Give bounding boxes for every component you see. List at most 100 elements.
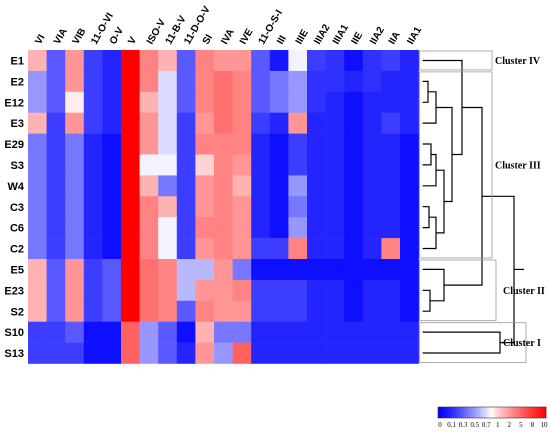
dendrogram-link (422, 153, 437, 187)
cell-s2-iiie (288, 300, 308, 322)
row-label-s13: S13 (4, 348, 24, 360)
cell-s2-11-o-s-i (251, 300, 271, 322)
cell-e29-iva (214, 133, 233, 155)
cell-e5-iia2 (362, 259, 382, 281)
cell-e29-iiia2 (307, 133, 326, 155)
cell-s2-iva (214, 300, 233, 322)
cell-s2-iie (344, 300, 364, 322)
cell-s2-iso-v (139, 300, 159, 322)
cell-e23-ive (232, 279, 252, 302)
cell-e2-iiie (288, 70, 308, 93)
cell-e12-o-v (102, 91, 122, 113)
cell-e3-o-v (102, 112, 122, 134)
cell-s2-o-v (102, 300, 122, 322)
column-label-iia1: IIA1 (405, 25, 424, 47)
cell-e12-11-b-v (158, 91, 178, 113)
cell-s10-iiie (288, 321, 308, 343)
cell-e5-iia (381, 259, 401, 281)
cell-e12-11-d-o-v (176, 91, 196, 113)
cell-s10-iia1 (400, 321, 419, 343)
cell-s10-iii (269, 321, 289, 343)
cell-e29-11-d-o-v (176, 133, 196, 155)
cell-c3-iiie (288, 196, 308, 218)
cell-s13-via (46, 342, 66, 364)
color-scale-swatch (506, 407, 509, 418)
cell-e1-11-o-s-i (251, 50, 271, 72)
cell-e1-si (195, 50, 215, 72)
cell-e2-11-o-vi (83, 70, 103, 93)
cell-c6-11-o-s-i (251, 217, 271, 239)
color-scale-swatch (534, 407, 537, 418)
color-scale-tick-label: 2 (508, 421, 512, 429)
cell-c2-iva (214, 238, 233, 260)
cell-e3-iiie (288, 112, 308, 134)
cell-e29-vib (65, 133, 85, 155)
cell-s10-iva (214, 321, 233, 343)
cell-e3-iva (214, 112, 233, 134)
cell-e12-vi (28, 91, 47, 113)
color-scale-swatch (514, 407, 517, 418)
cell-c3-iie (344, 196, 364, 218)
color-scale-swatch (484, 407, 487, 418)
dendrogram-link (422, 91, 437, 124)
cell-s13-iva (214, 342, 233, 364)
cell-c3-iia2 (362, 196, 382, 218)
cell-w4-iia2 (362, 175, 382, 197)
cell-c6-v (121, 217, 140, 239)
cell-e29-iie (344, 133, 364, 155)
cell-e5-iii (269, 259, 289, 281)
cell-c3-11-o-vi (83, 196, 103, 218)
cell-s10-iia2 (362, 321, 382, 343)
color-scale-swatch (498, 407, 501, 418)
cell-e12-iva (214, 91, 233, 113)
row-label-e29: E29 (4, 139, 24, 151)
cell-e12-iie (344, 91, 364, 113)
cell-c3-v (121, 196, 140, 218)
cell-c3-11-o-s-i (251, 196, 271, 218)
color-scale-swatch (472, 407, 475, 418)
cell-e5-iso-v (139, 259, 159, 281)
color-scale-tick-label: 0 (438, 421, 442, 429)
cell-c3-iso-v (139, 196, 159, 218)
column-label-si: SI (201, 33, 215, 47)
cell-e1-iso-v (139, 50, 159, 72)
cell-e2-si (195, 70, 215, 93)
cell-e3-iso-v (139, 112, 159, 134)
column-label-vi: VI (33, 33, 47, 47)
cell-w4-vi (28, 175, 47, 197)
color-scale-swatch (458, 407, 461, 418)
cell-e5-iiie (288, 259, 308, 281)
cell-e12-via (46, 91, 66, 113)
cell-e29-v (121, 133, 140, 155)
cell-w4-o-v (102, 175, 122, 197)
column-label-vib: VIB (71, 27, 89, 47)
cell-e1-iia1 (400, 50, 419, 72)
color-scale-swatch (542, 407, 545, 418)
cell-s3-iie (344, 154, 364, 176)
color-scale-swatch (502, 407, 505, 418)
color-scale-tick-label: 8 (531, 421, 535, 429)
cell-e3-iia (381, 112, 401, 134)
cell-e23-iiie (288, 279, 308, 302)
color-scale-legend: 0 0.1 0.3 0.5 0.7 1 2 5 8 10 (437, 406, 548, 429)
heatmap-cells (28, 50, 419, 364)
cell-e12-11-o-vi (83, 91, 103, 113)
cell-c2-iiia2 (307, 238, 326, 260)
cell-s13-11-d-o-v (176, 342, 196, 364)
cell-e2-vi (28, 70, 47, 93)
cell-e1-iie (344, 50, 364, 72)
cell-c6-11-b-v (158, 217, 178, 239)
column-label-iia2: IIA2 (368, 25, 387, 47)
cell-e2-o-v (102, 70, 122, 93)
cell-e5-11-o-s-i (251, 259, 271, 281)
cell-e1-iia2 (362, 50, 382, 72)
cell-s13-iiie (288, 342, 308, 364)
color-scale-swatch (516, 407, 519, 418)
color-scale-swatch (444, 407, 447, 418)
cell-s13-iie (344, 342, 364, 364)
cell-e2-iso-v (139, 70, 159, 93)
cell-s10-v (121, 321, 140, 343)
cell-e3-iiia1 (325, 112, 345, 134)
color-scale-swatch (474, 407, 477, 418)
cell-e1-v (121, 50, 140, 72)
